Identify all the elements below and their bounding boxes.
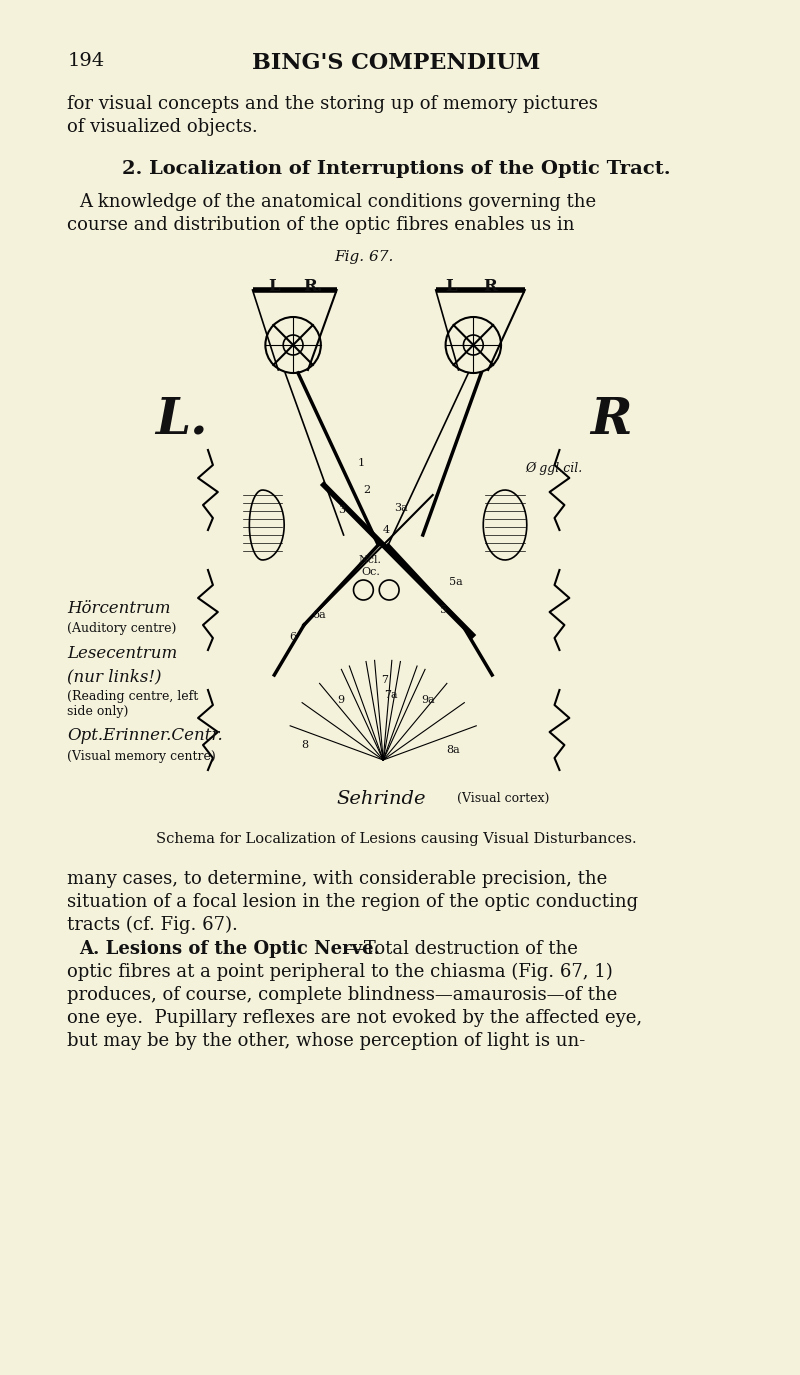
Text: 4: 4 [382,525,390,535]
Text: one eye.  Pupillary reflexes are not evoked by the affected eye,: one eye. Pupillary reflexes are not evok… [67,1009,642,1027]
Text: for visual concepts and the storing up of memory pictures: for visual concepts and the storing up o… [67,95,598,113]
Text: Opt.Erinner.Centr.: Opt.Erinner.Centr. [67,727,223,744]
Text: produces, of course, complete blindness—amaurosis—of the: produces, of course, complete blindness—… [67,986,618,1004]
Text: Ncl.
Oc.: Ncl. Oc. [359,556,382,576]
Text: L: L [269,278,280,296]
Text: R: R [483,278,497,296]
Text: tracts (cf. Fig. 67).: tracts (cf. Fig. 67). [67,916,238,934]
Text: many cases, to determine, with considerable precision, the: many cases, to determine, with considera… [67,870,607,888]
Text: —Total destruction of the: —Total destruction of the [346,941,578,958]
Text: 2: 2 [363,485,370,495]
Text: side only): side only) [67,705,129,718]
Text: 194: 194 [67,52,105,70]
Text: L: L [446,278,458,296]
Text: A. Lesions of the Optic Nerve.: A. Lesions of the Optic Nerve. [79,941,380,958]
Text: (Visual memory centre): (Visual memory centre) [67,749,216,763]
Text: Schema for Localization of Lesions causing Visual Disturbances.: Schema for Localization of Lesions causi… [156,832,637,846]
Text: 8: 8 [302,740,309,749]
Text: 6a: 6a [312,610,326,620]
Text: R: R [590,396,632,444]
Text: (Reading centre, left: (Reading centre, left [67,690,198,703]
Text: 5: 5 [440,605,447,615]
Text: (nur links!): (nur links!) [67,668,162,685]
Text: Lesecentrum: Lesecentrum [67,645,178,661]
Text: 2. Localization of Interruptions of the Optic Tract.: 2. Localization of Interruptions of the … [122,160,670,177]
Text: 9: 9 [337,694,344,705]
Text: 1: 1 [358,458,365,468]
Text: 7: 7 [381,675,388,685]
Polygon shape [250,490,284,560]
Text: 3a: 3a [394,503,408,513]
Text: Ø ggl.cil.: Ø ggl.cil. [525,462,582,474]
Text: course and distribution of the optic fibres enables us in: course and distribution of the optic fib… [67,216,575,234]
Text: situation of a focal lesion in the region of the optic conducting: situation of a focal lesion in the regio… [67,892,638,912]
Text: of visualized objects.: of visualized objects. [67,118,258,136]
Text: Hörcentrum: Hörcentrum [67,600,171,617]
Text: Sehrinde: Sehrinde [337,791,426,808]
Text: 6: 6 [290,632,297,642]
Text: (Auditory centre): (Auditory centre) [67,622,177,635]
Text: R.: R. [303,278,322,296]
Text: A knowledge of the anatomical conditions governing the: A knowledge of the anatomical conditions… [79,193,596,210]
Text: (Visual cortex): (Visual cortex) [458,792,550,804]
Text: 9a: 9a [421,694,434,705]
Text: BING'S COMPENDIUM: BING'S COMPENDIUM [252,52,540,74]
Text: but may be by the other, whose perception of light is un-: but may be by the other, whose perceptio… [67,1033,586,1050]
Text: 5a: 5a [449,578,462,587]
Text: 3: 3 [338,505,345,516]
Text: 7a: 7a [384,690,398,700]
Text: Fig. 67.: Fig. 67. [334,250,394,264]
Text: optic fibres at a point peripheral to the chiasma (Fig. 67, 1): optic fibres at a point peripheral to th… [67,962,613,982]
Text: L.: L. [155,396,207,444]
Polygon shape [483,490,526,560]
Text: 8a: 8a [446,745,460,755]
